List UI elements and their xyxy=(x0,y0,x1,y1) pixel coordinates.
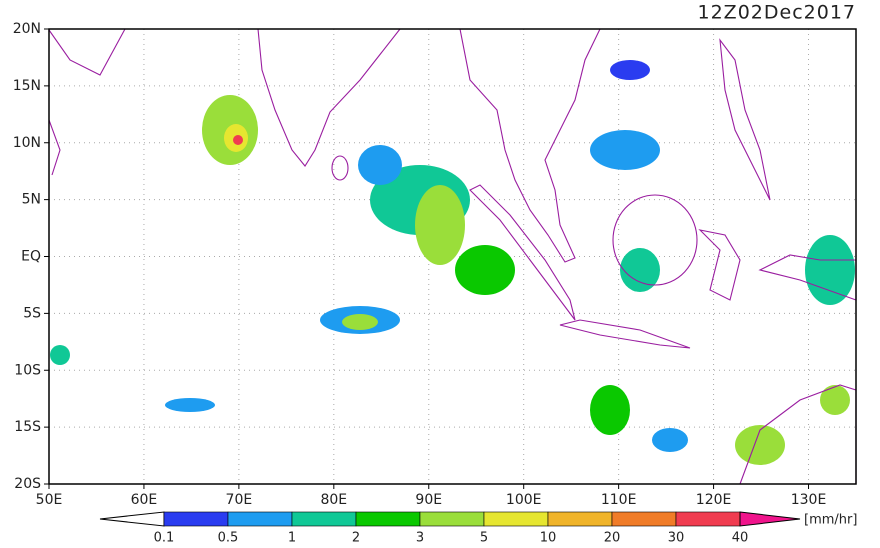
coastline xyxy=(698,229,741,301)
colorbar-box xyxy=(355,511,421,527)
map-title: 12Z02Dec2017 xyxy=(698,2,857,24)
colorbar-box xyxy=(419,511,485,527)
lon-label: 60E xyxy=(131,492,158,508)
coastline xyxy=(257,28,401,167)
lon-label: 50E xyxy=(36,492,63,508)
lon-label: 90E xyxy=(415,492,442,508)
colorbar-arrow xyxy=(739,511,801,527)
colorbar-label: 0.1 xyxy=(154,531,175,545)
coastline xyxy=(459,28,601,263)
colorbar-label: 0.5 xyxy=(218,531,239,545)
lon-label: 100E xyxy=(506,492,542,508)
rain-area xyxy=(342,314,378,330)
lon-label: 80E xyxy=(320,492,347,508)
lat-label: 5N xyxy=(22,192,41,208)
lat-label: 20N xyxy=(13,21,41,37)
coastline xyxy=(48,28,126,76)
rain-area xyxy=(805,235,855,305)
colorbar-label: 1 xyxy=(288,531,296,545)
lon-label: 130E xyxy=(791,492,827,508)
colorbar-label: 5 xyxy=(480,531,488,545)
coastline xyxy=(331,155,349,181)
lat-label: 15N xyxy=(13,78,41,94)
coastline xyxy=(469,184,576,321)
rain-area xyxy=(735,425,785,465)
colorbar-label: 20 xyxy=(604,531,621,545)
coastline xyxy=(612,194,698,286)
rain-area xyxy=(50,345,70,365)
colorbar-label: 3 xyxy=(416,531,424,545)
lon-label: 120E xyxy=(696,492,732,508)
lon-label: 110E xyxy=(601,492,637,508)
colorbar-box xyxy=(675,511,741,527)
colorbar-arrow xyxy=(99,511,165,527)
lat-label: 10S xyxy=(14,362,41,378)
rain-area xyxy=(233,135,243,145)
colorbar-label: 2 xyxy=(352,531,360,545)
colorbar-label: 10 xyxy=(540,531,557,545)
lat-label: 5S xyxy=(23,305,41,321)
colorbar-box xyxy=(547,511,613,527)
rain-area xyxy=(620,248,660,292)
coastline xyxy=(48,119,61,176)
rain-area xyxy=(358,145,402,185)
colorbar-box xyxy=(611,511,677,527)
colorbar-unit: [mm/hr] xyxy=(804,513,857,528)
rain-area xyxy=(610,60,650,80)
colorbar-box xyxy=(483,511,549,527)
rain-area xyxy=(820,385,850,415)
rain-area xyxy=(415,185,465,265)
rain-area xyxy=(165,398,215,412)
coastline xyxy=(559,319,691,349)
colorbar-box xyxy=(227,511,293,527)
coastline xyxy=(719,38,771,201)
lat-label: EQ xyxy=(21,249,41,265)
lat-label: 10N xyxy=(13,135,41,151)
lat-label: 15S xyxy=(14,419,41,435)
rain-area xyxy=(652,428,688,452)
precip xyxy=(50,60,855,465)
colorbar: 0.1 0.5 1 2 3 5 10 20 30 40 [mm/hr] xyxy=(99,511,857,546)
lon-label: 70E xyxy=(226,492,253,508)
colorbar-box xyxy=(163,511,229,527)
colorbar-box xyxy=(291,511,357,527)
colorbar-label: 30 xyxy=(668,531,685,545)
colorbar-label: 40 xyxy=(732,531,749,545)
rain-area xyxy=(590,130,660,170)
rain-area xyxy=(590,385,630,435)
lat-label: 20S xyxy=(14,476,41,492)
rain-area xyxy=(455,245,515,295)
